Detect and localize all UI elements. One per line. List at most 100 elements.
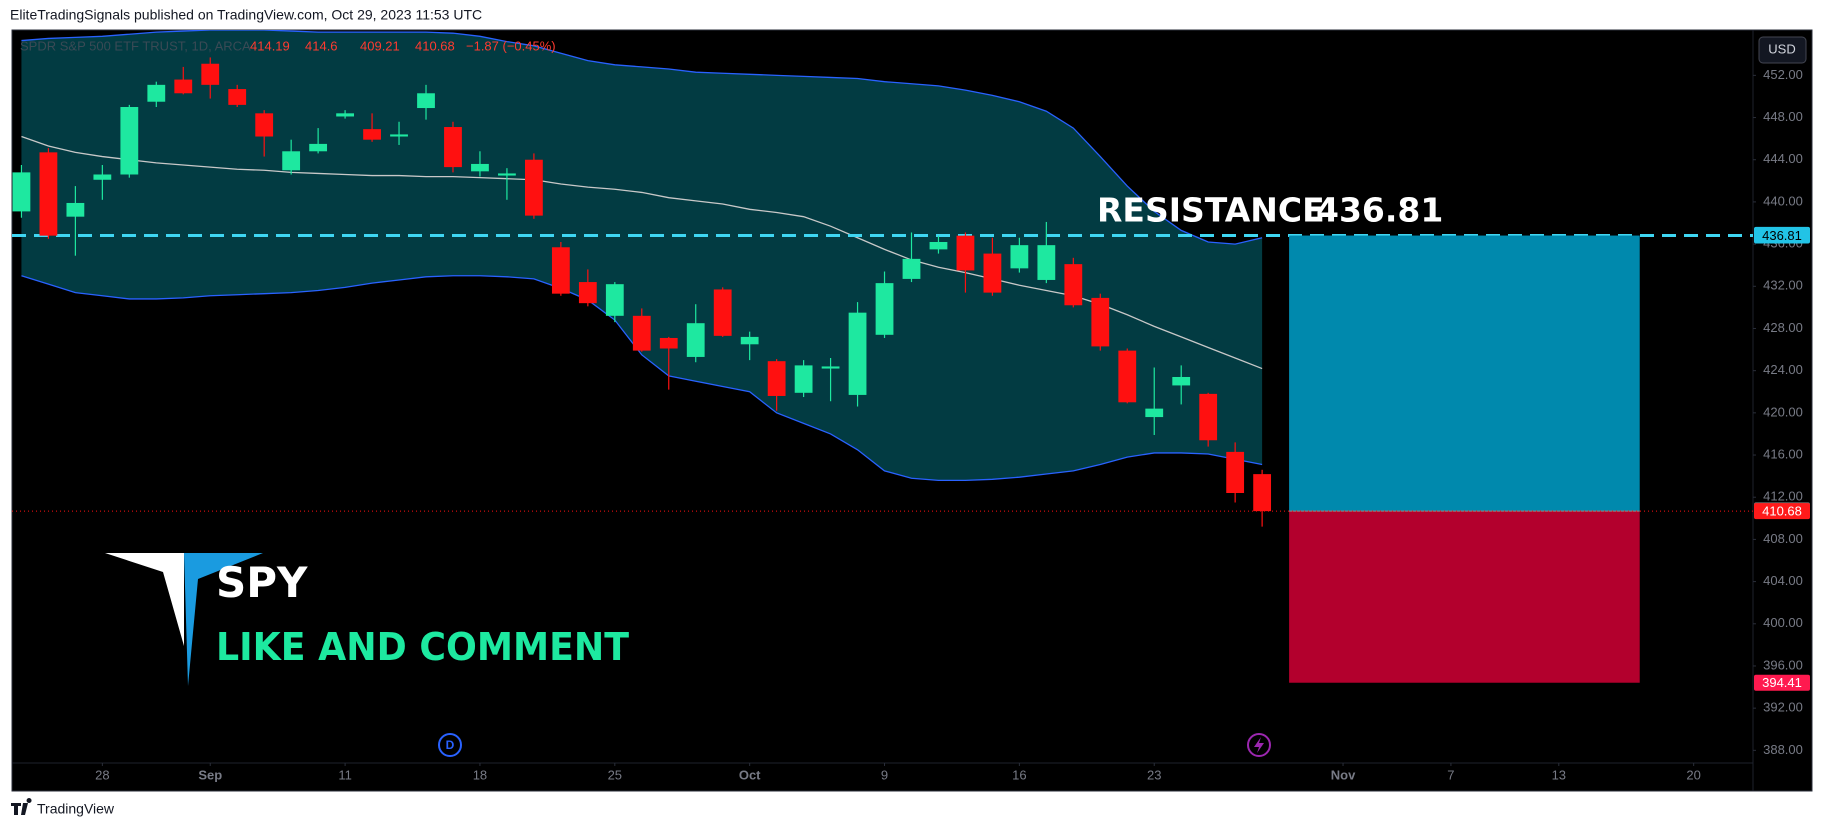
legend-close: 410.68	[415, 38, 455, 53]
legend-open: 414.19	[250, 38, 290, 53]
candle-body	[1226, 451, 1245, 494]
price-label-box	[1754, 503, 1810, 520]
candle-body	[1064, 264, 1083, 306]
candle-body	[632, 315, 651, 351]
x-tick-label: Nov	[1331, 767, 1356, 782]
resistance-value: 436.81	[1316, 191, 1443, 230]
dividend-icon[interactable]	[438, 733, 462, 757]
y-tick-label: 432.00	[1763, 278, 1803, 293]
logo-blue	[184, 553, 263, 686]
currency-button[interactable]	[1758, 36, 1807, 64]
x-tick-label: 13	[1552, 767, 1566, 782]
candle-body	[956, 235, 975, 271]
candle-body	[1091, 297, 1110, 347]
candle-body	[93, 174, 112, 180]
candle-body	[147, 84, 166, 102]
candle-body	[201, 63, 220, 85]
y-tick-label: 396.00	[1763, 657, 1803, 672]
candle-body	[524, 159, 543, 216]
candle-body	[255, 113, 274, 137]
candle-body	[363, 129, 381, 140]
y-tick-label: 444.00	[1763, 151, 1803, 166]
band-lower	[21, 275, 1263, 481]
currency-label: USD	[1768, 41, 1795, 56]
price-label-box	[1754, 227, 1810, 244]
y-tick-label: 448.00	[1763, 109, 1803, 124]
legend-title: SPDR S&P 500 ETF TRUST, 1D, ARCA	[20, 38, 251, 53]
candle-body	[471, 163, 489, 172]
candle-body	[821, 366, 840, 369]
y-tick-label: 416.00	[1763, 446, 1803, 461]
candle-body	[1172, 376, 1191, 386]
x-tick-label: 25	[608, 767, 622, 782]
candle-body	[875, 283, 894, 335]
candle-body	[1145, 408, 1164, 418]
overlay-ticker: SPY	[216, 558, 308, 607]
price-label-box	[1754, 674, 1810, 691]
earnings-icon-bolt	[1254, 737, 1264, 753]
band-basis	[21, 135, 1263, 370]
y-tick-label: 424.00	[1763, 362, 1803, 377]
text-layer: SPDR S&P 500 ETF TRUST, 1D, ARCA 414.19 …	[11, 36, 1807, 817]
x-tick-label: 20	[1686, 767, 1700, 782]
candle-body	[66, 202, 85, 217]
candle-body	[498, 173, 516, 176]
legend-change: −1.87 (−0.45%)	[466, 38, 556, 53]
resistance-label: RESISTANCE	[1097, 191, 1325, 230]
legend-high: 414.6	[305, 38, 338, 53]
candle-body	[1037, 245, 1056, 280]
footer-logo	[11, 798, 32, 815]
candle-body	[174, 79, 193, 94]
y-tick-label: 412.00	[1763, 489, 1803, 504]
candle-body	[794, 365, 813, 393]
y-tick-label: 388.00	[1763, 742, 1803, 757]
candle-body	[336, 113, 354, 117]
candle-body	[1010, 245, 1029, 269]
candle-body	[444, 127, 462, 168]
candle-body	[983, 253, 1002, 293]
candle-body	[282, 151, 301, 171]
overlay-cta: LIKE AND COMMENT	[216, 625, 629, 669]
candle-body	[228, 89, 247, 105]
candle-body	[848, 312, 867, 395]
x-tick-label: 18	[473, 767, 487, 782]
x-tick-label: 7	[1447, 767, 1454, 782]
candle-body	[1199, 393, 1218, 441]
x-tick-label: Oct	[739, 767, 761, 782]
x-tick-label: 16	[1012, 767, 1026, 782]
price-label: 436.81	[1762, 228, 1802, 243]
candle-body	[309, 143, 328, 152]
y-tick-label: 392.00	[1763, 700, 1803, 715]
publish-header: EliteTradingSignals published on Trading…	[10, 7, 482, 23]
x-tick-label: Sep	[198, 767, 222, 782]
candle-body	[713, 289, 732, 336]
candle-body	[902, 258, 921, 279]
candle-body	[740, 336, 759, 345]
x-tick-label: 9	[881, 767, 888, 782]
y-tick-label: 440.00	[1763, 193, 1803, 208]
legend-low: 409.21	[360, 38, 400, 53]
candle-body	[605, 284, 624, 316]
position-stop	[1289, 511, 1640, 683]
footer-brand: TradingView	[37, 801, 115, 817]
candle-body	[12, 172, 31, 212]
price-label: 394.41	[1762, 675, 1802, 690]
candle-body	[551, 247, 570, 294]
candles-layer	[12, 57, 1753, 527]
candle-body	[659, 337, 678, 349]
bands-layer	[12, 30, 1753, 481]
band-upper	[21, 30, 1263, 245]
y-tick-label: 400.00	[1763, 615, 1803, 630]
x-tick-label: 28	[95, 767, 109, 782]
candle-body	[39, 152, 58, 236]
position-layer	[1289, 235, 1640, 683]
position-target	[1289, 235, 1640, 512]
y-tick-label: 452.00	[1763, 67, 1803, 82]
band-fill	[21, 30, 1263, 481]
candle-body	[1253, 474, 1272, 512]
earnings-icon[interactable]	[1247, 733, 1271, 757]
y-tick-label: 428.00	[1763, 320, 1803, 335]
candle-body	[686, 323, 705, 357]
x-tick-label: 11	[338, 767, 352, 782]
candle-body	[1118, 350, 1137, 403]
